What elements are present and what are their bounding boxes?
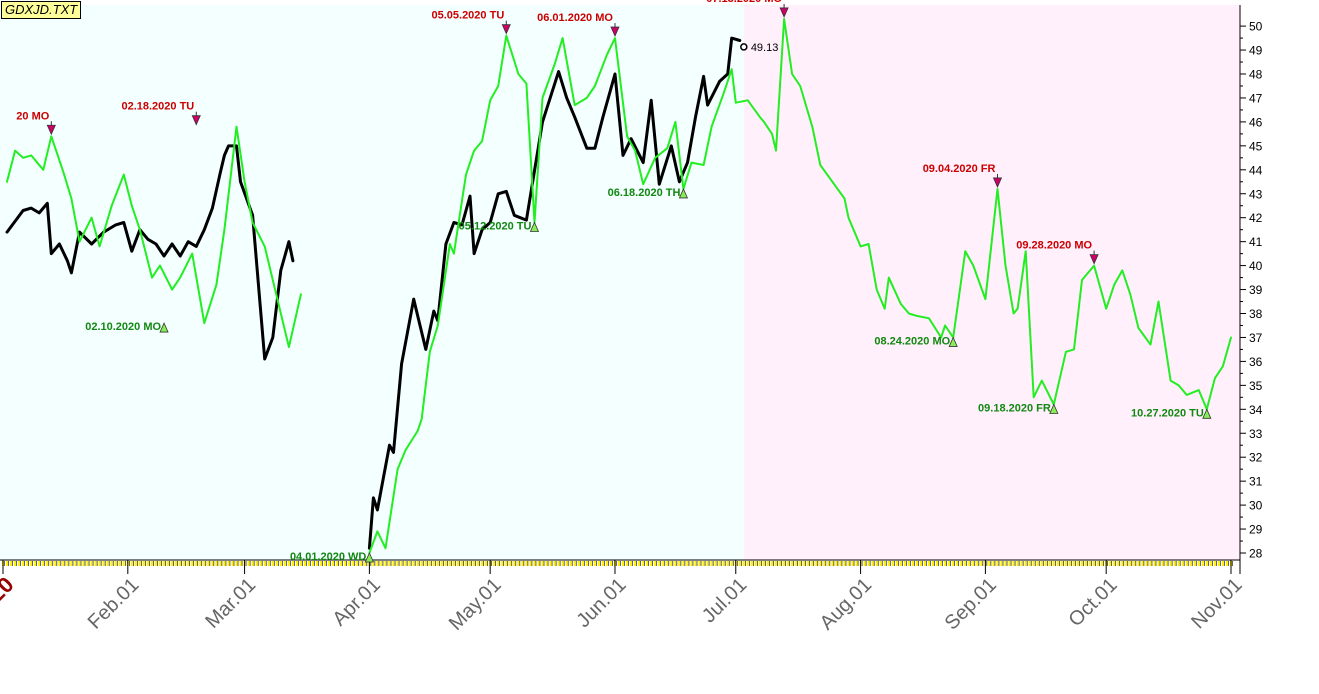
y-tick-label: 42 bbox=[1249, 211, 1263, 225]
y-tick-label: 43 bbox=[1249, 187, 1263, 201]
x-tick-label: Feb.01 bbox=[84, 574, 144, 634]
x-tick-label: Oct.01 bbox=[1064, 574, 1121, 631]
y-tick-label: 28 bbox=[1249, 547, 1263, 561]
bottom-marker bbox=[529, 221, 540, 232]
top-annotation-label: 07.13.2020 MO bbox=[706, 0, 782, 5]
x-tick-label: Jul.01 bbox=[698, 574, 751, 627]
top-annotation-label: 20 MO bbox=[16, 110, 49, 122]
y-tick-label: 35 bbox=[1249, 379, 1263, 393]
y-tick-label: 33 bbox=[1249, 427, 1263, 441]
x-tick-label: Mar.01 bbox=[201, 574, 260, 633]
y-tick-label: 45 bbox=[1249, 139, 1263, 153]
x-tick-label: 2020 bbox=[0, 572, 19, 624]
y-tick-label: 31 bbox=[1249, 475, 1263, 489]
bottom-marker bbox=[948, 336, 958, 347]
y-tick-label: 48 bbox=[1249, 68, 1263, 82]
x-tick-label: Jun.01 bbox=[572, 574, 630, 632]
bottom-marker bbox=[1049, 403, 1059, 414]
y-tick-label: 34 bbox=[1249, 403, 1263, 417]
last-value-marker bbox=[740, 43, 748, 51]
bottom-marker bbox=[159, 322, 169, 333]
top-annotation-label: 05.05.2020 TU bbox=[431, 10, 504, 22]
top-annotation-label: 09.28.2020 MO bbox=[1016, 240, 1092, 252]
y-tick-label: 46 bbox=[1249, 115, 1263, 129]
bottom-annotation-label: 06.18.2020 TH bbox=[608, 187, 681, 199]
top-annotation-label: 02.18.2020 TU bbox=[121, 101, 194, 113]
bottom-annotation-label: 02.10.2020 MO bbox=[85, 321, 161, 333]
bottom-marker bbox=[1202, 408, 1212, 419]
top-annotation-label: 06.01.2020 MO bbox=[537, 12, 613, 24]
y-tick-label: 32 bbox=[1249, 451, 1263, 465]
y-tick-label: 50 bbox=[1249, 20, 1263, 34]
y-tick-label: 47 bbox=[1249, 91, 1263, 105]
y-tick-label: 29 bbox=[1249, 523, 1263, 537]
x-tick-label: Nov.01 bbox=[1187, 574, 1246, 633]
y-tick-label: 39 bbox=[1249, 283, 1263, 297]
y-tick-label: 41 bbox=[1249, 235, 1263, 249]
x-tick-label: Sep.01 bbox=[941, 574, 1001, 634]
y-tick-label: 30 bbox=[1249, 499, 1263, 513]
y-tick-label: 44 bbox=[1249, 163, 1263, 177]
price-line bbox=[367, 36, 742, 550]
bottom-annotation-label: 05.12.2020 TU bbox=[459, 220, 532, 232]
past-region-background bbox=[0, 5, 744, 560]
future-region-background bbox=[743, 5, 1240, 560]
y-tick-label: 37 bbox=[1249, 331, 1263, 345]
y-tick-label: 36 bbox=[1249, 355, 1263, 369]
bottom-marker bbox=[364, 552, 374, 563]
bottom-marker bbox=[678, 187, 689, 199]
y-tick-label: 38 bbox=[1249, 307, 1263, 321]
bottom-annotation-label: 10.27.2020 TU bbox=[1131, 407, 1204, 419]
y-tick-label: 49 bbox=[1249, 44, 1263, 58]
bottom-annotation-label: 09.18.2020 FR bbox=[978, 403, 1051, 415]
x-tick-label: Apr.01 bbox=[328, 574, 384, 630]
forecast-line bbox=[6, 125, 302, 348]
y-tick-label: 40 bbox=[1249, 259, 1263, 273]
last-value-label: 49.13 bbox=[751, 42, 779, 54]
x-tick-label: Aug.01 bbox=[816, 574, 876, 634]
file-name-label: GDXJD.TXT bbox=[1, 1, 82, 19]
price-line bbox=[5, 144, 295, 361]
bottom-annotation-label: 08.24.2020 MO bbox=[874, 335, 950, 347]
top-annotation-label: 09.04.2020 FR bbox=[923, 163, 996, 175]
forecast-line bbox=[368, 17, 1232, 554]
x-tick-label: May.01 bbox=[445, 574, 506, 635]
bottom-annotation-label: 04.01.2020 WD bbox=[290, 551, 366, 563]
